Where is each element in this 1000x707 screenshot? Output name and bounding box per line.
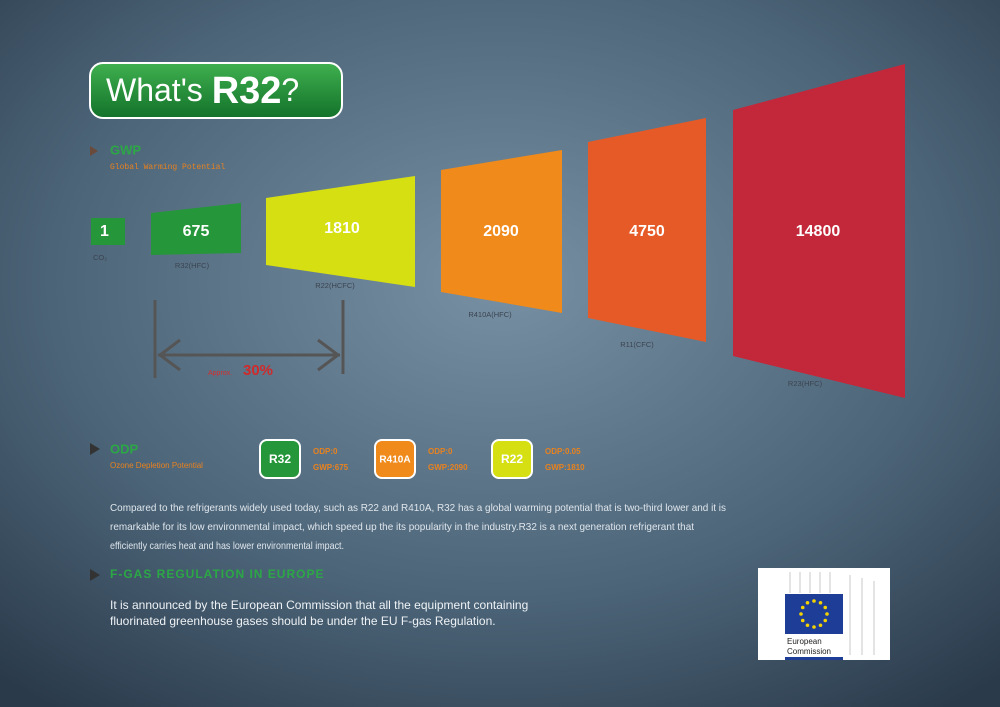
gwp-label: R410A(HFC): [468, 310, 512, 319]
comparison-value: 30%: [243, 362, 273, 379]
title-name: R32: [212, 70, 282, 112]
eu-star: [812, 599, 816, 603]
odp-gwp: GWP:675: [313, 463, 349, 472]
eu-star: [823, 618, 828, 623]
gwp-label: R22(HCFC): [315, 281, 355, 290]
gwp-heading: GWP: [110, 142, 141, 157]
logo-building: [789, 572, 875, 655]
paragraph-line: efficiently carries heat and has lower e…: [110, 540, 344, 552]
title: What's R32?: [106, 70, 299, 112]
fgas-line: fluorinated greenhouse gases should be u…: [110, 614, 496, 628]
fgas-text: It is announced by the European Commissi…: [110, 598, 528, 628]
bullet: [90, 146, 98, 156]
gwp-label: R32(HFC): [175, 261, 210, 270]
odp-badge: [259, 439, 301, 479]
odp-gwp: GWP:1810: [545, 463, 585, 472]
paragraph: Compared to the refrigerants widely used…: [110, 502, 726, 552]
odp-name: R410A: [379, 455, 410, 466]
odp-heading: ODP: [110, 441, 139, 456]
paragraph-line: Compared to the refrigerants widely used…: [110, 502, 726, 514]
gwp-shape: [151, 203, 241, 255]
odp-name: R22: [501, 452, 523, 466]
gwp-shape: [91, 218, 125, 245]
gwp-value: 14800: [796, 223, 841, 240]
logo-bar: [785, 657, 843, 660]
logo-text: Commission: [787, 647, 831, 656]
odp-name: R32: [269, 452, 291, 466]
gwp-label: R11(CFC): [620, 340, 654, 349]
odp-items: R32 ODP:0 GWP:675 R410A ODP:0 GWP:2090 R22 ODP:…: [259, 439, 585, 479]
gwp-value: 2090: [483, 223, 519, 240]
gwp-label: CO₂: [93, 253, 107, 262]
eu-star: [799, 612, 803, 616]
gwp-value: 4750: [629, 223, 665, 240]
fgas-line: It is announced by the European Commissi…: [110, 598, 528, 612]
bullet: [90, 443, 100, 455]
title-suffix: ?: [281, 72, 299, 108]
gwp-value: 675: [183, 223, 210, 240]
title-prefix: What's: [106, 72, 203, 108]
odp-value: ODP:0: [313, 447, 338, 456]
gwp-shape: [266, 176, 415, 287]
eu-star: [823, 605, 828, 610]
title-pill: [89, 62, 343, 119]
eu-star: [800, 605, 805, 610]
gwp-value: 1: [100, 223, 109, 240]
eu-stars: [799, 599, 829, 629]
arrow-head: [157, 338, 181, 372]
eu-star: [805, 600, 810, 605]
odp-gwp: GWP:2090: [428, 463, 468, 472]
paragraph-line: remarkable for its low environmental imp…: [110, 521, 694, 533]
gwp-shape: [588, 118, 706, 342]
gwp-shape: [733, 64, 905, 398]
arrow-head: [317, 338, 341, 372]
eu-star: [812, 625, 816, 629]
gwp-shape: [441, 150, 562, 313]
eu-star: [805, 623, 810, 628]
odp-subtitle: Ozone Depletion Potential: [110, 461, 203, 470]
odp-badge: [491, 439, 533, 479]
gwp-label: R23(HFC): [788, 379, 823, 388]
odp-value: ODP:0: [428, 447, 453, 456]
bullet: [90, 569, 100, 581]
odp-value: ODP:0.05: [545, 447, 581, 456]
gwp-shapes: 1 CO₂ 675 R32(HFC) 1810 R22(HCFC) 2090 R410A(HF…: [91, 64, 905, 398]
eu-star: [818, 623, 823, 628]
logo-text: European: [787, 637, 822, 646]
eu-star: [818, 600, 823, 605]
odp-badge: [374, 439, 416, 479]
eu-star: [825, 612, 829, 616]
comparison-arrow: [153, 300, 345, 378]
gwp-subtitle: Global Warming Potential: [110, 163, 225, 172]
fgas-heading: F-GAS REGULATION IN EUROPE: [110, 567, 324, 581]
comparison-prefix: Approx.: [208, 370, 232, 377]
gwp-value: 1810: [324, 220, 360, 237]
eu-star: [800, 618, 805, 623]
